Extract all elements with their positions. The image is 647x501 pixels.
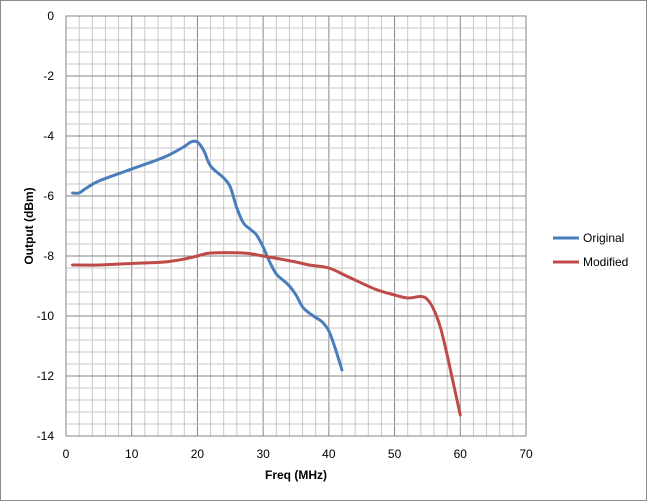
x-axis-title: Freq (MHz) — [265, 468, 327, 482]
y-tick-label: -6 — [43, 189, 54, 203]
x-tick-label: 40 — [322, 447, 336, 461]
plot-border — [65, 15, 527, 437]
y-tick-label: -2 — [43, 69, 54, 83]
y-tick-label: -4 — [43, 129, 54, 143]
x-tick-label: 10 — [125, 447, 139, 461]
y-axis-title: Output (dBm) — [22, 187, 36, 264]
y-tick-label: -10 — [37, 309, 55, 323]
y-tick-label: -14 — [37, 429, 55, 443]
series-layer — [71, 139, 462, 417]
x-tick-label: 50 — [388, 447, 402, 461]
x-tick-label: 30 — [256, 447, 270, 461]
x-tick-label: 20 — [191, 447, 205, 461]
x-tick-label: 60 — [454, 447, 468, 461]
gridlines — [65, 15, 527, 437]
y-axis-ticks: 0 -2 -4 -6 -8 -10 -12 -14 — [37, 9, 55, 443]
x-tick-label: 70 — [519, 447, 533, 461]
y-tick-label: 0 — [47, 9, 54, 23]
series-line-original — [71, 139, 344, 372]
legend-label-modified: Modified — [583, 255, 628, 269]
legend-label-original: Original — [583, 231, 624, 245]
x-axis-ticks: 0 10 20 30 40 50 60 70 — [63, 447, 533, 461]
series-line-modified — [71, 251, 462, 417]
y-tick-label: -12 — [37, 369, 55, 383]
legend: Original Modified — [553, 231, 628, 269]
y-tick-label: -8 — [43, 249, 54, 263]
x-tick-label: 0 — [63, 447, 70, 461]
